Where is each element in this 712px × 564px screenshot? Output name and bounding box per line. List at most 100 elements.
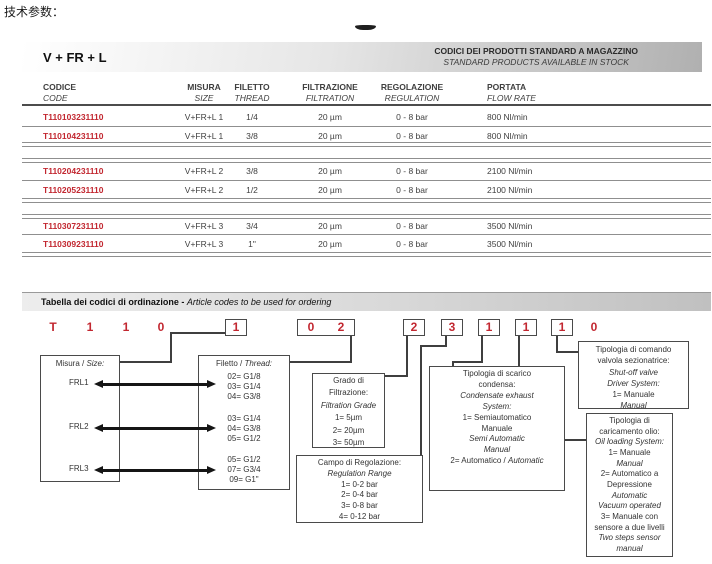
row-rule [22, 180, 711, 181]
group-rule [22, 252, 711, 253]
connector-line [452, 361, 454, 368]
arrow-head-left [94, 466, 103, 474]
cell-code: T110204231110 [43, 166, 104, 176]
col-code-it: CODICE [43, 82, 77, 92]
cell-code: T110205231110 [43, 185, 104, 195]
filtration-title-en: Filtration Grade [320, 400, 377, 410]
filtration-option: 1= 5µm [334, 413, 363, 423]
code-digit-box [441, 319, 463, 336]
group-rule [22, 158, 711, 159]
cell-flow: 800 Nl/min [487, 112, 528, 122]
cell-code: T110309231110 [43, 239, 104, 249]
thread-group-3: 05= G1/2 07= G3/4 09= G1" [199, 455, 289, 485]
col-filtration-en: FILTRATION [305, 93, 355, 103]
table-row: T110204231110 V+FR+L 2 3/8 20 µm 0 - 8 b… [0, 166, 712, 176]
code-char: 1 [558, 320, 566, 334]
shutoff-title-it-1: Tipologia di comando [595, 345, 672, 354]
cell-filtration: 20 µm [318, 112, 342, 122]
thread-option: 04= G3/8 [227, 392, 261, 401]
connector-line [290, 361, 352, 363]
cell-filtration: 20 µm [318, 221, 342, 231]
condensate-title-it-2: condensa: [478, 379, 516, 389]
connector-line [481, 336, 483, 363]
cell-code: T110103231110 [43, 112, 104, 122]
size-box-title: Misura / Size: [41, 359, 119, 368]
col-size-en: SIZE [194, 93, 214, 103]
connector-line [556, 351, 580, 353]
size-item-frl1: FRL1 [69, 378, 89, 387]
cell-regulation: 0 - 8 bar [396, 185, 428, 195]
ordering-banner-text: Tabella dei codici di ordinazione - Arti… [41, 297, 331, 307]
stock-banner-line-it: CODICI DEI PRODOTTI STANDARD A MAGAZZINO [434, 46, 638, 56]
col-thread-en: THREAD [234, 93, 270, 103]
filtration-option: 2= 20µm [332, 425, 365, 435]
condensate-option-1-en: Semi Automatic [469, 434, 525, 444]
table-row: T110104231110 V+FR+L 1 3/8 20 µm 0 - 8 b… [0, 131, 712, 141]
group-rule [22, 214, 711, 215]
code-char: 1 [485, 320, 493, 334]
stock-banner-line-en: STANDARD PRODUCTS AVAILABLE IN STOCK [443, 56, 629, 67]
shutoff-valve-box: Tipologia di comando valvola sezionatric… [578, 341, 689, 410]
col-code-en: CODE [43, 93, 68, 103]
connector-line [420, 345, 447, 347]
oil-option-2-it-1: 2= Automatico a [600, 469, 659, 479]
size-thread-arrow [102, 469, 208, 472]
oil-option-2-en-1: Automatic [611, 490, 648, 500]
condensate-option-2: 2= Automatico / Automatic [430, 456, 564, 467]
cell-size: V+FR+L 2 [184, 185, 224, 195]
code-char: T [49, 320, 57, 334]
arrow-head-right [207, 424, 216, 432]
oil-title-it-2: caricamento olio: [599, 426, 660, 436]
thread-box: Filetto / Thread: 02= G1/8 03= G1/4 04= … [198, 355, 290, 490]
stock-banner: V + FR + L CODICI DEI PRODOTTI STANDARD … [22, 42, 702, 72]
cell-regulation: 0 - 8 bar [396, 221, 428, 231]
oil-title-en: Oil loading System: [595, 437, 664, 447]
code-digit-box [551, 319, 573, 336]
code-char: 0 [157, 320, 165, 334]
oil-option-3-it-2: sensore a due livelli [594, 522, 665, 532]
thread-group-2: 03= G1/4 04= G3/8 05= G1/2 [199, 414, 289, 444]
connector-line [420, 345, 422, 456]
shutoff-title-it-2: valvola sezionatrice: [597, 356, 670, 366]
series-title: V + FR + L [43, 50, 107, 65]
table-row: T110205231110 V+FR+L 2 1/2 20 µm 0 - 8 b… [0, 185, 712, 195]
arrow-head-left [94, 424, 103, 432]
code-char: 1 [232, 320, 240, 334]
table-header-row-it: CODICE MISURA FILETTO FILTRAZIONE REGOLA… [0, 82, 712, 92]
ordering-banner-en: Article codes to be used for ordering [186, 297, 332, 307]
thread-option: 04= G3/8 [227, 424, 261, 433]
cell-thread: 1/4 [246, 112, 258, 122]
cell-size: V+FR+L 2 [184, 166, 224, 176]
condensate-title-en-1: Condensate exhaust [460, 390, 534, 400]
group-rule [22, 256, 711, 257]
cell-size: V+FR+L 3 [184, 239, 224, 249]
shutoff-option-it: 1= Manuale [612, 390, 655, 400]
arrow-head-right [207, 466, 216, 474]
ordering-banner: Tabella dei codici di ordinazione - Arti… [22, 292, 711, 311]
group-rule [22, 162, 711, 163]
oil-title-it-1: Tipologia di [609, 416, 650, 425]
oil-option-1-en: Manual [616, 458, 643, 468]
connector-line [562, 439, 588, 441]
group-rule [22, 142, 711, 143]
cell-size: V+FR+L 1 [184, 131, 224, 141]
connector-line [445, 336, 447, 347]
cell-regulation: 0 - 8 bar [396, 112, 428, 122]
code-digit-box [225, 319, 247, 336]
regulation-option: 2= 0-4 bar [341, 490, 378, 500]
code-digit-box [478, 319, 500, 336]
connector-line [385, 375, 408, 377]
connector-line [170, 332, 226, 334]
size-box: Misura / Size: FRL1 FRL2 FRL3 [40, 355, 120, 482]
code-char: 1 [86, 320, 94, 334]
shutoff-title-en-2: Driver System: [607, 378, 660, 388]
cell-regulation: 0 - 8 bar [396, 166, 428, 176]
code-char: 0 [307, 320, 315, 334]
arrow-head-right [207, 380, 216, 388]
cell-filtration: 20 µm [318, 166, 342, 176]
oil-option-3-en-2: manual [616, 543, 643, 553]
cell-flow: 3500 Nl/min [487, 221, 533, 231]
condensate-option-2-en: Automatic [508, 456, 544, 466]
col-flow-en: FLOW RATE [487, 93, 536, 103]
